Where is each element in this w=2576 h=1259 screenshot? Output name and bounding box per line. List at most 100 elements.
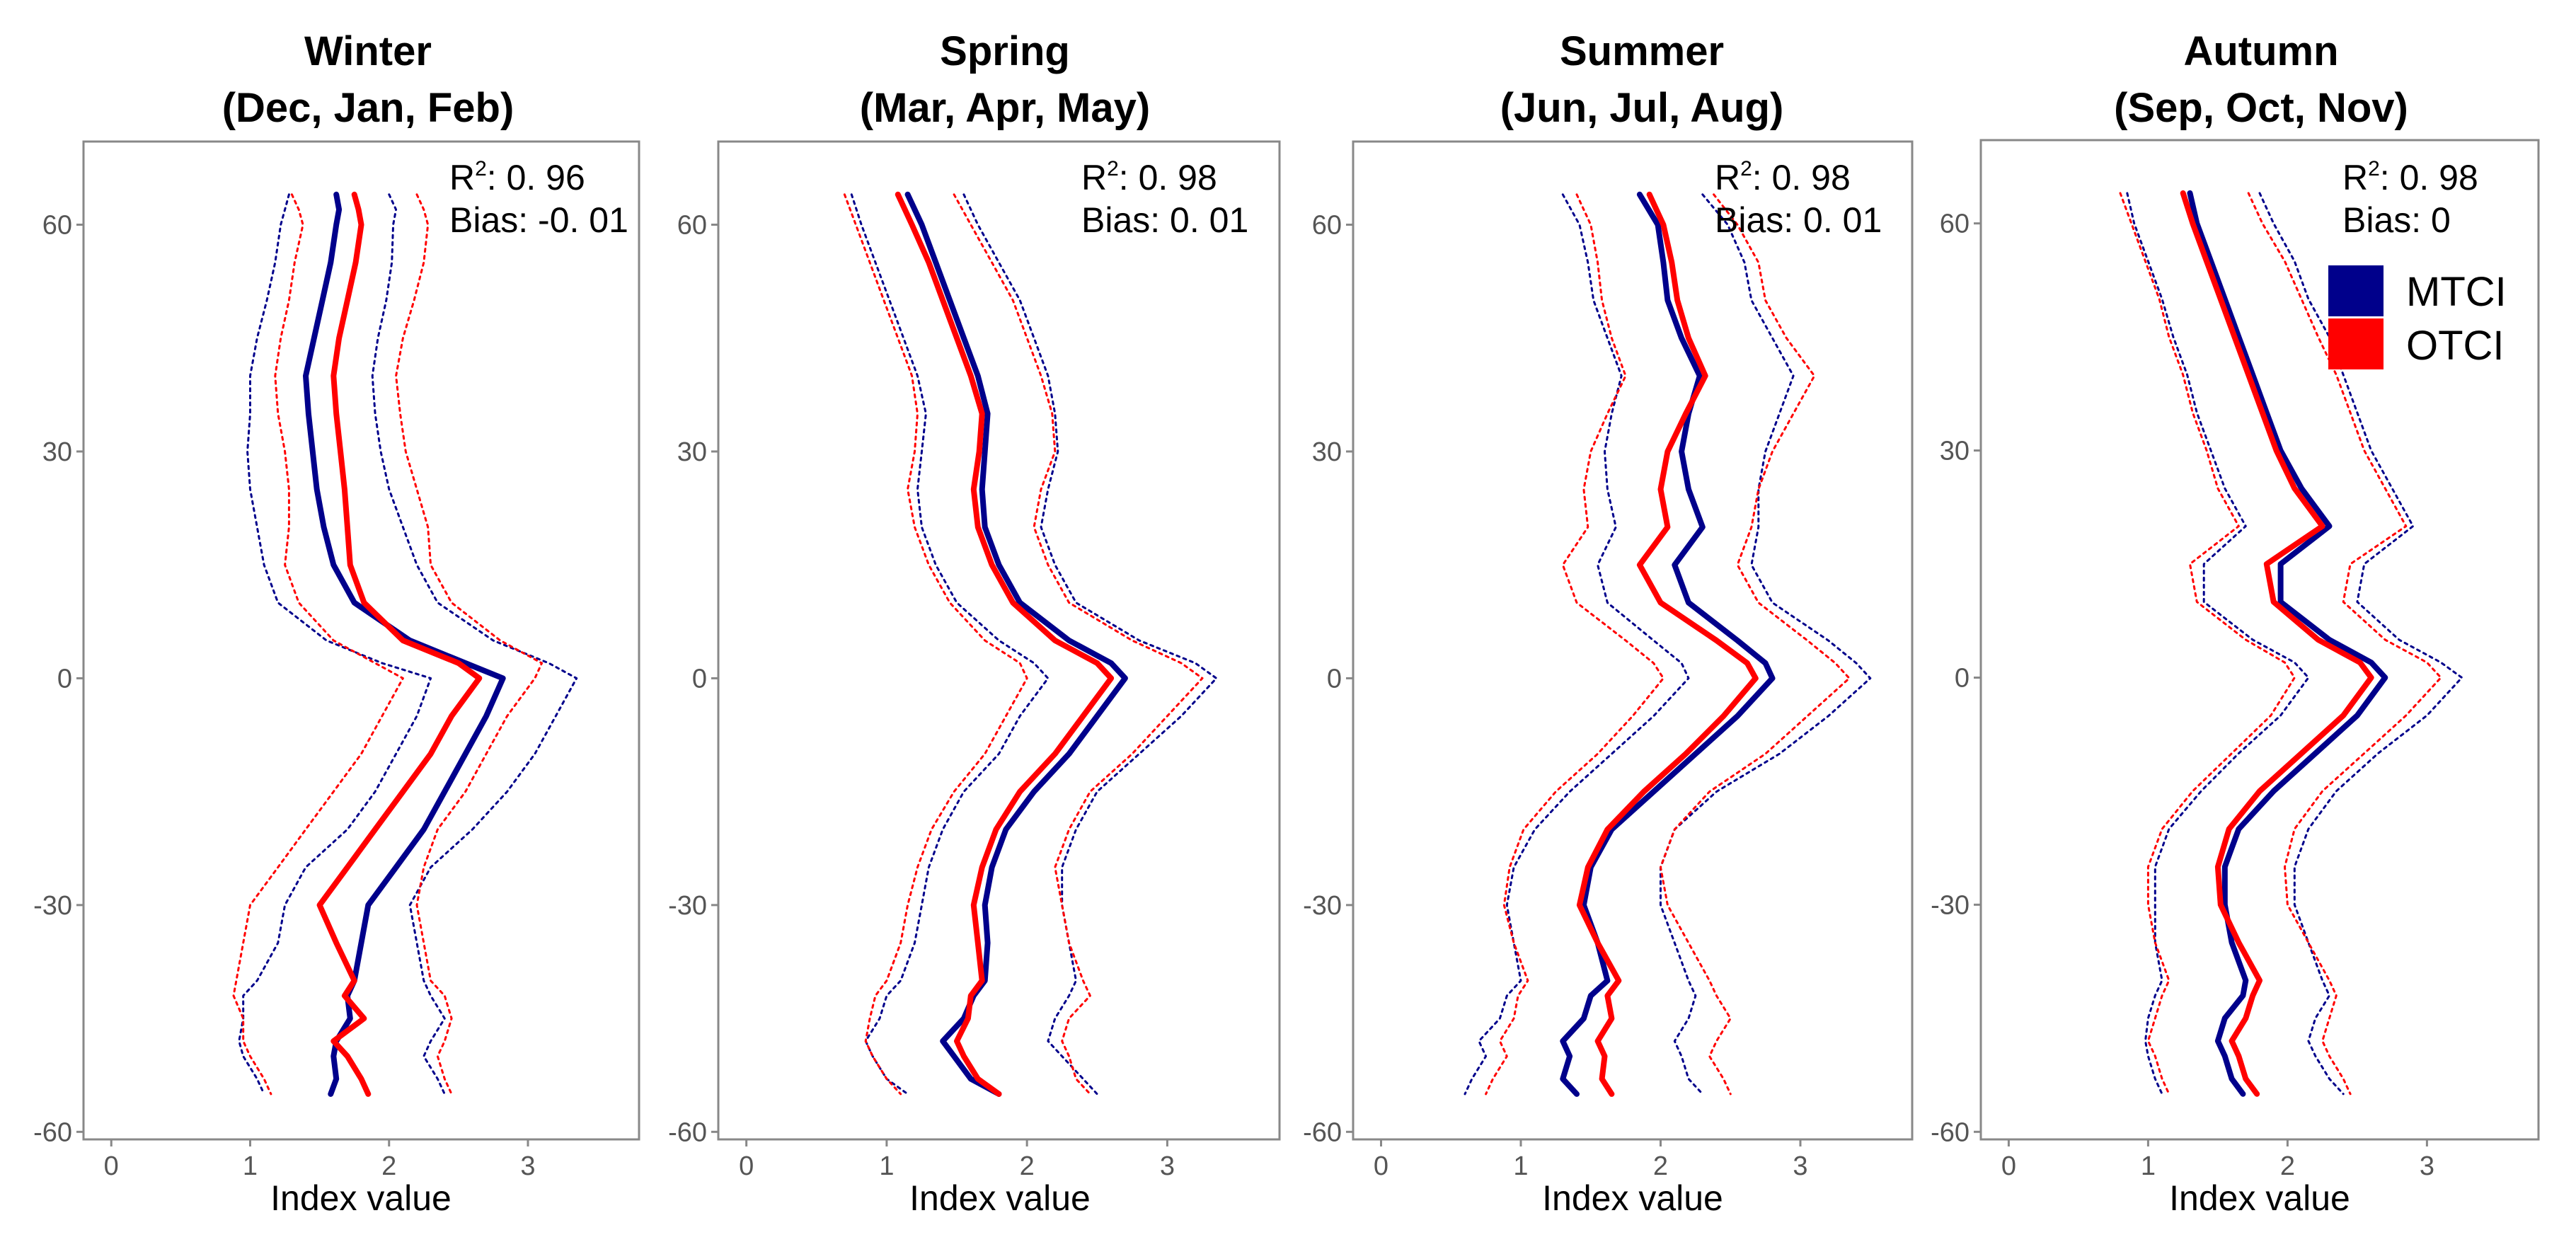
r2-symbol: R bbox=[1715, 158, 1740, 197]
r2-annotation: R2: 0. 98 bbox=[2342, 157, 2478, 197]
y-tick-label: 0 bbox=[1955, 663, 1970, 693]
r2-annotation: R2: 0. 98 bbox=[1715, 157, 1851, 197]
series-line-otci-lower bbox=[2119, 192, 2296, 1096]
y-tick-label: 0 bbox=[57, 664, 72, 694]
panel-title-line1: Autumn bbox=[2183, 28, 2338, 74]
series-line-mtci-upper bbox=[962, 193, 1218, 1096]
r2-symbol: R bbox=[449, 158, 475, 197]
series-line-otci bbox=[895, 191, 1115, 1097]
bias-annotation: Bias: 0. 01 bbox=[1081, 200, 1248, 240]
series-line-mtci-upper bbox=[371, 193, 578, 1096]
series-layer bbox=[2119, 190, 2463, 1097]
series-line-mtci-lower bbox=[2126, 192, 2310, 1096]
panel-autumn: Autumn (Sep, Oct, Nov) -60 -30 0 30 60 0 1 2 3 R… bbox=[1931, 28, 2540, 1218]
series-line-mtci bbox=[2187, 190, 2388, 1097]
x-tick-label: 0 bbox=[2001, 1151, 2016, 1181]
x-tick-label: 1 bbox=[879, 1151, 894, 1181]
y-tick-label: -30 bbox=[1931, 890, 1970, 920]
legend-swatch-mtci bbox=[2328, 265, 2384, 316]
series-line-mtci bbox=[1560, 191, 1776, 1097]
r2-annotation: R2: 0. 98 bbox=[1081, 157, 1217, 197]
panel-spring: Spring (Mar, Apr, May) -60 -30 0 30 60 0 1 2 3 R… bbox=[668, 28, 1281, 1218]
y-tick-label: 60 bbox=[677, 211, 707, 241]
y-tick-label: 60 bbox=[1940, 209, 1970, 239]
x-tick-label: 0 bbox=[739, 1151, 754, 1181]
x-tick-label: 2 bbox=[381, 1151, 396, 1181]
x-tick-label: 2 bbox=[1653, 1151, 1668, 1181]
series-line-otci bbox=[1576, 191, 1759, 1097]
series-line-mtci-lower bbox=[850, 193, 1050, 1096]
series-line-otci bbox=[2180, 190, 2374, 1097]
series-line-mtci bbox=[904, 191, 1128, 1097]
series-layer bbox=[232, 191, 578, 1097]
panel-title-line2: (Sep, Oct, Nov) bbox=[2114, 85, 2408, 131]
r2-superscript: 2 bbox=[475, 157, 487, 180]
panel-summer: Summer (Jun, Jul, Aug) -60 -30 0 30 60 0 1 2 3 R… bbox=[1303, 28, 1914, 1218]
x-tick-label: 3 bbox=[520, 1151, 535, 1181]
r2-symbol: R bbox=[1081, 158, 1107, 197]
panel-title-line2: (Dec, Jan, Feb) bbox=[222, 85, 514, 131]
plot-border bbox=[82, 140, 640, 1141]
series-line-mtci-lower bbox=[238, 193, 432, 1096]
series-line-otci bbox=[316, 191, 483, 1097]
tick-layer: -60 -30 0 30 60 0 1 2 3 bbox=[668, 211, 1175, 1182]
x-tick-label: 1 bbox=[2141, 1151, 2156, 1181]
x-axis-label: Index value bbox=[909, 1178, 1091, 1218]
r2-value: : 0. 98 bbox=[2380, 158, 2478, 197]
y-tick-label: -60 bbox=[668, 1117, 707, 1147]
series-line-otci-lower bbox=[232, 193, 404, 1096]
tick-layer: -60 -30 0 30 60 0 1 2 3 bbox=[1931, 209, 2434, 1181]
y-tick-label: 60 bbox=[1312, 211, 1342, 241]
x-tick-label: 3 bbox=[1160, 1151, 1175, 1181]
x-tick-label: 2 bbox=[1020, 1151, 1035, 1181]
series-line-otci-lower bbox=[1485, 193, 1664, 1096]
panel-title-line1: Summer bbox=[1560, 28, 1724, 74]
x-tick-label: 3 bbox=[1793, 1151, 1807, 1181]
y-tick-label: -30 bbox=[33, 891, 72, 921]
series-line-mtci-upper bbox=[1660, 193, 1872, 1096]
legend-label-otci: OTCI bbox=[2406, 323, 2505, 369]
panel-title-line2: (Jun, Jul, Aug) bbox=[1500, 85, 1784, 131]
panel-title-line1: Spring bbox=[940, 28, 1070, 74]
x-tick-label: 3 bbox=[2420, 1151, 2434, 1181]
y-tick-label: 0 bbox=[692, 664, 707, 694]
y-tick-label: 0 bbox=[1327, 664, 1342, 694]
series-line-otci-upper bbox=[395, 193, 544, 1096]
plot-border bbox=[1352, 140, 1914, 1141]
panel-title-line2: (Mar, Apr, May) bbox=[860, 85, 1150, 131]
tick-layer: -60 -30 0 30 60 0 1 2 3 bbox=[1303, 211, 1807, 1182]
r2-value: : 0. 96 bbox=[487, 158, 585, 197]
y-tick-label: 30 bbox=[1312, 437, 1342, 467]
series-line-mtci-lower bbox=[1464, 193, 1690, 1096]
y-tick-label: -60 bbox=[1931, 1117, 1970, 1147]
r2-superscript: 2 bbox=[1740, 157, 1752, 180]
series-line-otci-lower bbox=[843, 193, 1028, 1096]
legend: MTCI OTCI bbox=[2328, 265, 2507, 369]
legend-swatch-otci bbox=[2328, 318, 2384, 369]
x-axis-label: Index value bbox=[2169, 1178, 2350, 1218]
x-tick-label: 0 bbox=[104, 1151, 119, 1181]
x-axis-label: Index value bbox=[1542, 1178, 1723, 1218]
plot-border bbox=[717, 140, 1281, 1141]
series-layer bbox=[843, 191, 1218, 1097]
tick-layer: -60 -30 0 30 60 0 1 2 3 bbox=[33, 211, 535, 1182]
y-tick-label: 30 bbox=[677, 437, 707, 467]
x-axis-label: Index value bbox=[270, 1178, 452, 1218]
y-tick-label: -30 bbox=[1303, 891, 1342, 921]
x-tick-label: 1 bbox=[243, 1151, 258, 1181]
bias-annotation: Bias: -0. 01 bbox=[449, 200, 628, 240]
x-tick-label: 1 bbox=[1513, 1151, 1528, 1181]
series-layer bbox=[1464, 191, 1872, 1097]
y-tick-label: -60 bbox=[33, 1117, 72, 1147]
r2-symbol: R bbox=[2342, 158, 2368, 197]
r2-value: : 0. 98 bbox=[1752, 158, 1851, 197]
series-line-otci-upper bbox=[953, 193, 1204, 1096]
r2-value: : 0. 98 bbox=[1119, 158, 1217, 197]
panel-title-line1: Winter bbox=[304, 28, 432, 74]
bias-annotation: Bias: 0 bbox=[2342, 200, 2451, 240]
x-tick-label: 0 bbox=[1374, 1151, 1388, 1181]
panel-winter: Winter (Dec, Jan, Feb) -60 -30 0 30 60 0 1 2 3 R… bbox=[33, 28, 640, 1218]
x-tick-label: 2 bbox=[2280, 1151, 2295, 1181]
y-tick-label: 60 bbox=[42, 211, 72, 241]
y-tick-label: 30 bbox=[1940, 437, 1970, 466]
